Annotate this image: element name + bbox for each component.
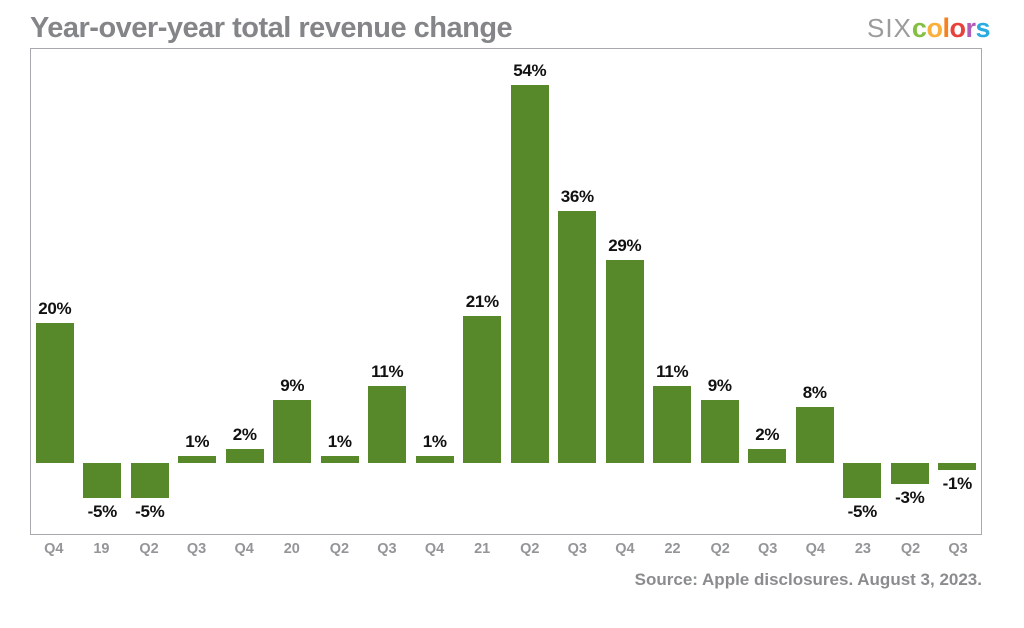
bar — [320, 456, 359, 463]
x-tick-label: Q2 — [710, 541, 730, 557]
plot-area: 20% -5% -5% 1% 2% 9% 1% 11% 1% 21% 54% 36% 29% 11% 9% 2… — [31, 49, 981, 534]
x-tick-label: Q3 — [948, 541, 968, 557]
bar-value-label: 54% — [513, 61, 547, 80]
bar — [558, 211, 597, 463]
x-tick-label: Q4 — [805, 541, 825, 557]
bar — [463, 316, 502, 463]
bar — [795, 407, 834, 463]
x-tick-label: 22 — [664, 541, 681, 557]
header: Year-over-year total revenue change SIXc… — [30, 2, 990, 48]
bar-value-label: 11% — [656, 362, 689, 381]
bar — [843, 463, 882, 498]
bar — [130, 463, 169, 498]
bar — [748, 449, 787, 463]
x-tick-label: Q3 — [567, 541, 587, 557]
bar-value-label: -5% — [847, 502, 878, 521]
logo-letter: l — [942, 13, 950, 43]
bar — [890, 463, 929, 484]
bar — [938, 463, 977, 470]
bar-value-label: 1% — [185, 432, 210, 451]
bar-value-label: -3% — [895, 488, 925, 507]
x-tick-label: 19 — [93, 541, 110, 557]
logo-word: colors — [911, 13, 991, 43]
x-tick-label: Q4 — [44, 541, 64, 557]
x-tick-label: Q2 — [329, 541, 350, 557]
bar — [178, 456, 217, 463]
logo-letter: c — [911, 13, 927, 43]
x-tick-label: Q3 — [186, 541, 207, 557]
bar — [510, 85, 549, 463]
logo-letter: s — [975, 13, 990, 43]
x-tick-label: Q2 — [520, 541, 540, 557]
chart-frame: 20% -5% -5% 1% 2% 9% 1% 11% 1% 21% 54% 36% 29% 11% 9% 2… — [30, 48, 982, 535]
footer: Source: Apple disclosures. August 3, 202… — [30, 570, 982, 590]
bar — [700, 400, 739, 463]
x-tick-label: 20 — [283, 541, 300, 557]
x-tick-label: 21 — [474, 541, 491, 557]
bar — [83, 463, 122, 498]
bar-value-label: 2% — [232, 425, 257, 444]
x-tick-label: Q4 — [615, 541, 635, 557]
x-tick-label: Q4 — [424, 541, 445, 557]
bar — [225, 449, 264, 463]
bar-value-label: -5% — [135, 502, 165, 521]
bar — [653, 386, 692, 463]
bar-value-label: 36% — [560, 187, 594, 206]
sixcolors-logo: SIXcolors — [866, 13, 991, 48]
x-tick-label: Q3 — [377, 541, 397, 557]
bar-value-label: 9% — [280, 376, 305, 395]
bar-value-label: -1% — [942, 474, 973, 493]
x-tick-label: Q4 — [234, 541, 254, 557]
source-note: Source: Apple disclosures. August 3, 202… — [634, 570, 982, 589]
bar — [368, 386, 407, 463]
logo-letter: o — [949, 13, 966, 43]
x-axis: Q4 19 Q2 Q3 Q4 20 Q2 Q3 Q4 21 Q2 Q3 Q4 22 Q2 Q3 Q4 23 Q2 Q3 — [30, 541, 982, 561]
x-tick-label: Q2 — [900, 541, 921, 557]
x-tick-label: Q2 — [139, 541, 159, 557]
bar-value-label: 9% — [707, 376, 732, 395]
bar-value-label: 8% — [802, 383, 827, 402]
bar-value-label: 21% — [465, 292, 499, 311]
bar-value-label: 11% — [371, 362, 404, 381]
logo-letter: r — [965, 13, 976, 43]
bar — [273, 400, 312, 463]
chart-title: Year-over-year total revenue change — [30, 12, 513, 45]
bar — [415, 456, 454, 463]
bar — [35, 323, 74, 463]
bar-value-label: 1% — [422, 432, 447, 451]
bar-value-label: 20% — [38, 299, 72, 318]
x-tick-label: 23 — [854, 541, 871, 557]
bar-value-label: 29% — [608, 236, 642, 255]
bar-value-label: -5% — [87, 502, 118, 521]
bar — [605, 260, 644, 463]
bar-value-label: 2% — [755, 425, 780, 444]
logo-prefix: SIX — [866, 13, 912, 43]
bar-value-label: 1% — [327, 432, 352, 451]
logo-letter: o — [926, 13, 943, 43]
x-tick-label: Q3 — [758, 541, 778, 557]
